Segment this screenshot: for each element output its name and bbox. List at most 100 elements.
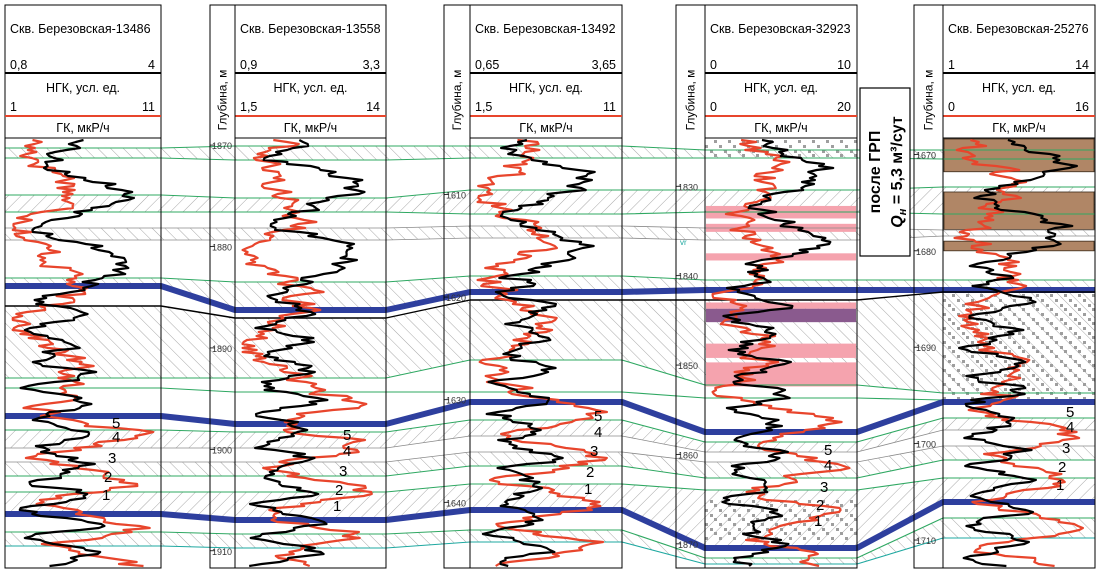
interval-fill-4-7 xyxy=(706,362,856,387)
well-2-layer-number-5: 1 xyxy=(333,498,341,515)
well-5-depth-label-5: 1710 xyxy=(916,536,936,546)
well-5-gk-min: 0 xyxy=(948,100,955,114)
well-2-gk-max: 14 xyxy=(366,100,380,114)
well-4-depth-label-2: 1840 xyxy=(678,272,698,282)
well-3-gk-max: 11 xyxy=(603,100,616,114)
well-4-layer-number-5: 1 xyxy=(814,513,822,530)
hatched-layer-2 xyxy=(5,187,1095,214)
well-4-layer-number-1: 5 xyxy=(824,442,832,459)
correlation-line-18 xyxy=(5,499,1095,551)
well-1-layer-number-5: 1 xyxy=(102,487,110,504)
well-2-ngk-curve xyxy=(248,139,366,568)
well-3-layer-number-5: 1 xyxy=(584,481,592,498)
well-1-ngk-max: 4 xyxy=(148,58,155,72)
well-2-layer-number-1: 5 xyxy=(343,427,351,444)
well-4-depth-label-4: 1860 xyxy=(678,450,698,460)
well-2-ngk-max: 3,3 xyxy=(363,58,380,72)
well-1-gk-curve xyxy=(11,138,155,568)
hatched-layer-9 xyxy=(5,518,1095,564)
well-3-ngk-curve xyxy=(481,138,596,568)
well-1-ngk-axis-label: НГК, усл. ед. xyxy=(46,81,120,95)
well-2-ngk-axis-label: НГК, усл. ед. xyxy=(273,81,347,95)
well-5-depth-label-2: 1680 xyxy=(916,247,936,257)
well-2-gk-axis-label: ГК, мкР/ч xyxy=(284,121,337,135)
well-3-title: Скв. Березовская-13492 xyxy=(475,22,616,36)
well-5-depth-track xyxy=(913,4,944,569)
reservoir-pattern-32923-bottom xyxy=(705,498,857,542)
interval-fill-5-1 xyxy=(943,138,1095,173)
well-5-ngk-min: 1 xyxy=(948,58,955,72)
well-3-ngk-max: 3,65 xyxy=(592,58,616,72)
well-3-depth-label-1: 1610 xyxy=(446,190,466,200)
interval-fill-5-3 xyxy=(943,240,1095,252)
well-4-title: Скв. Березовская-32923 xyxy=(710,22,851,36)
well-3-layer-number-3: 3 xyxy=(590,443,598,460)
well-4-layer-number-3: 3 xyxy=(820,479,828,496)
well-1-gk-max: 11 xyxy=(142,100,155,114)
correlation-line-16 xyxy=(5,459,1095,479)
well-4-depth-label-1: 1830 xyxy=(678,182,698,192)
correlation-line-19 xyxy=(5,517,1095,559)
well-3-depth-axis-label: Глубина, м xyxy=(450,70,464,131)
well-5-depth-label-3: 1690 xyxy=(916,343,936,353)
flow-rate-label: Qн = 5,3 м³/сут xyxy=(889,116,909,228)
well-3-depth-label-4: 1640 xyxy=(446,498,466,508)
well-2-depth-axis-label: Глубина, м xyxy=(216,70,230,131)
well-3-ngk-min: 0,65 xyxy=(475,58,499,72)
well-1-frame xyxy=(4,4,162,569)
well-3-gk-min: 1,5 xyxy=(475,100,492,114)
well-3-gk-axis-label: ГК, мкР/ч xyxy=(519,121,572,135)
well-1-ngk-min: 0,8 xyxy=(10,58,27,72)
correlation-line-8 xyxy=(5,283,1095,313)
flow-rate-value: = 5,3 м³/сут xyxy=(889,116,906,209)
correlation-line-20 xyxy=(5,537,1095,565)
well-4-perforation-mark: vr xyxy=(680,238,687,247)
well-4-gk-axis-label: ГК, мкР/ч xyxy=(754,121,807,135)
well-1-layer-number-4: 2 xyxy=(104,469,112,486)
well-2-layer-number-4: 2 xyxy=(335,482,343,499)
log-text: Скв. Березовская-13486 0,8 4 НГК, усл. ед. 1… xyxy=(10,22,1089,557)
well-3-depth-label-3: 1630 xyxy=(446,396,466,406)
well-2-layer-number-3: 3 xyxy=(339,463,347,480)
well-5-layer-number-4: 2 xyxy=(1058,459,1066,476)
well-5-ngk-max: 14 xyxy=(1075,58,1089,72)
well-3-layer-number-1: 5 xyxy=(594,408,602,425)
well-4-gk-max: 20 xyxy=(837,100,851,114)
well-2-depth-label-2: 1880 xyxy=(212,243,232,253)
well-1-layer-number-2: 4 xyxy=(112,429,120,446)
well-2-depth-label-4: 1900 xyxy=(212,445,232,455)
well-5-layer-number-1: 5 xyxy=(1066,404,1074,421)
well-5-ngk-curve xyxy=(958,138,1078,568)
correlation-line-7 xyxy=(5,275,1095,283)
well-1-title: Скв. Березовская-13486 xyxy=(10,22,151,36)
well-4-depth-axis-label: Глубина, м xyxy=(684,70,698,131)
well-4-ngk-curve xyxy=(721,138,835,567)
well-4-layer-number-2: 4 xyxy=(824,457,832,474)
correlation-line-12 xyxy=(5,399,1095,435)
well-2-depth-label-3: 1890 xyxy=(212,344,232,354)
flow-rate-subscript: н xyxy=(897,208,909,215)
well-4-ngk-max: 10 xyxy=(837,58,851,72)
post-frac-label: после ГРП xyxy=(867,131,884,214)
well-3-ngk-axis-label: НГК, усл. ед. xyxy=(509,81,583,95)
well-1-layer-number-1: 5 xyxy=(112,415,120,432)
log-curves xyxy=(11,138,1084,568)
well-5-layer-number-2: 4 xyxy=(1066,419,1074,436)
well-4-depth-label-5: 1870 xyxy=(678,540,698,550)
well-1-gk-axis-label: ГК, мкР/ч xyxy=(56,121,109,135)
well-5-gk-curve xyxy=(953,138,1084,568)
correlation-line-17 xyxy=(5,477,1095,493)
well-3-layer-number-2: 4 xyxy=(594,424,602,441)
well-4-depth-track xyxy=(675,4,706,569)
correlation-line-11 xyxy=(5,387,1095,401)
well-5-ngk-axis-label: НГК, усл. ед. xyxy=(982,81,1056,95)
post-frac-annotation-box xyxy=(859,87,911,257)
flow-rate-symbol: Q xyxy=(889,215,906,228)
column-frames xyxy=(4,4,1096,569)
well-3-layer-number-4: 2 xyxy=(586,464,594,481)
well-2-depth-label-1: 1870 xyxy=(212,141,232,151)
correlation-line-14 xyxy=(5,429,1095,453)
well-2-depth-track xyxy=(209,4,236,569)
